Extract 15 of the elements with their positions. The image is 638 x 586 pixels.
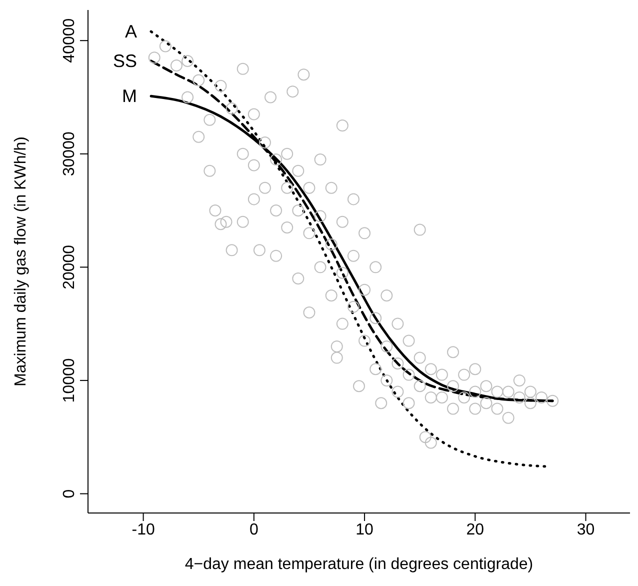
y-tick-label: 0 <box>61 489 78 498</box>
y-tick-label: 30000 <box>61 132 78 176</box>
x-tick-label: 0 <box>249 521 258 538</box>
series-label: SS <box>113 50 138 71</box>
y-axis-title: Maximum daily gas flow (in KWh/h) <box>12 136 30 386</box>
y-tick-label: 10000 <box>61 358 78 403</box>
x-tick-label: -10 <box>132 521 155 538</box>
x-tick-label: 30 <box>576 521 595 538</box>
y-tick-label: 20000 <box>61 244 78 290</box>
series-label: A <box>125 22 138 42</box>
x-axis-title: 4−day mean temperature (in degrees centigrade) <box>184 556 534 573</box>
series-label: M <box>122 86 138 106</box>
x-tick-label: 10 <box>356 521 374 538</box>
x-tick-label: 20 <box>466 521 484 538</box>
y-tick-label: 40000 <box>61 18 78 63</box>
